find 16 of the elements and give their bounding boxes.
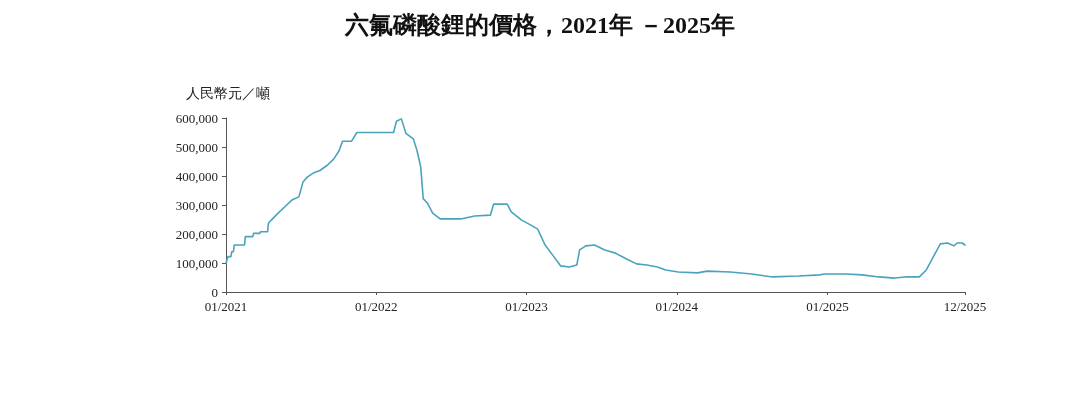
x-tick-label: 01/2024 bbox=[655, 299, 699, 314]
line-series bbox=[225, 118, 966, 279]
chart-title: 六氟磷酸鋰的價格，2021年 －2025年 bbox=[344, 12, 735, 38]
x-tick-label: 01/2022 bbox=[354, 299, 398, 314]
y-axis-title: 人民幣元／噸 bbox=[186, 85, 270, 101]
y-tick-label: 400,000 bbox=[175, 168, 218, 184]
y-tick-label: 500,000 bbox=[175, 139, 218, 155]
y-tick-label: 300,000 bbox=[175, 197, 218, 213]
y-tick-label: 0 bbox=[211, 284, 218, 300]
y-tick-label: 600,000 bbox=[175, 110, 218, 126]
y-tick-label: 200,000 bbox=[175, 226, 218, 242]
y-tick-label: 100,000 bbox=[175, 255, 218, 271]
x-tick-label: 01/2021 bbox=[204, 299, 248, 314]
x-tick-label: 01/2023 bbox=[505, 299, 548, 314]
x-tick-label: 12/2025 bbox=[943, 299, 987, 314]
x-tick-label: 01/2025 bbox=[806, 299, 849, 314]
